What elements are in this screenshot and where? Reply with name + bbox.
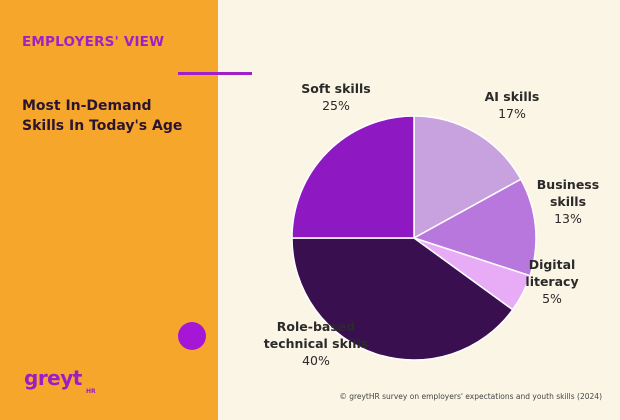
headline-line-1: Most In-Demand [22, 98, 152, 114]
headline-line-2: Skills In Today's Age [22, 118, 183, 134]
greythr-logo-sub: HR [86, 388, 96, 395]
label-soft-skills: Soft skills 25% [288, 80, 384, 114]
headline: Most In-Demand Skills In Today's Age [22, 96, 212, 136]
decorative-dot [178, 322, 206, 350]
label-role-based-line1: Role-based [276, 319, 356, 334]
accent-line [178, 72, 252, 75]
label-role-based-pct: 40% [302, 353, 330, 368]
eyebrow-label: EMPLOYERS' VIEW [22, 34, 165, 50]
label-business-skills-line2: skills [549, 194, 587, 209]
label-ai-skills: AI skills 17% [462, 88, 562, 122]
label-digital-literacy-pct: 5% [542, 291, 562, 306]
pie-slice-role-based-technical-skills [291, 237, 514, 361]
label-ai-skills-pct: 17% [498, 106, 526, 121]
label-ai-skills-name: AI skills [484, 89, 540, 104]
label-soft-skills-name: Soft skills [301, 81, 371, 96]
label-role-based: Role-based technical skills 40% [246, 318, 386, 369]
pie-slice-business-skills [412, 178, 537, 277]
label-soft-skills-pct: 25% [322, 98, 350, 113]
label-digital-literacy: Digital literacy 5% [512, 256, 592, 307]
label-digital-literacy-line2: literacy [525, 274, 579, 289]
left-panel [0, 0, 218, 420]
greythr-logo: greyt [24, 366, 82, 390]
pie-slice-ai-skills [413, 115, 522, 240]
pie-slice-soft-skills [291, 115, 415, 239]
source-footnote: © greytHR survey on employers' expectati… [339, 392, 602, 401]
label-business-skills-line1: Business [536, 177, 600, 192]
label-digital-literacy-line1: Digital [528, 257, 576, 272]
label-business-skills: Business skills 13% [524, 176, 612, 227]
label-role-based-line2: technical skills [263, 336, 369, 351]
label-business-skills-pct: 13% [554, 211, 582, 226]
